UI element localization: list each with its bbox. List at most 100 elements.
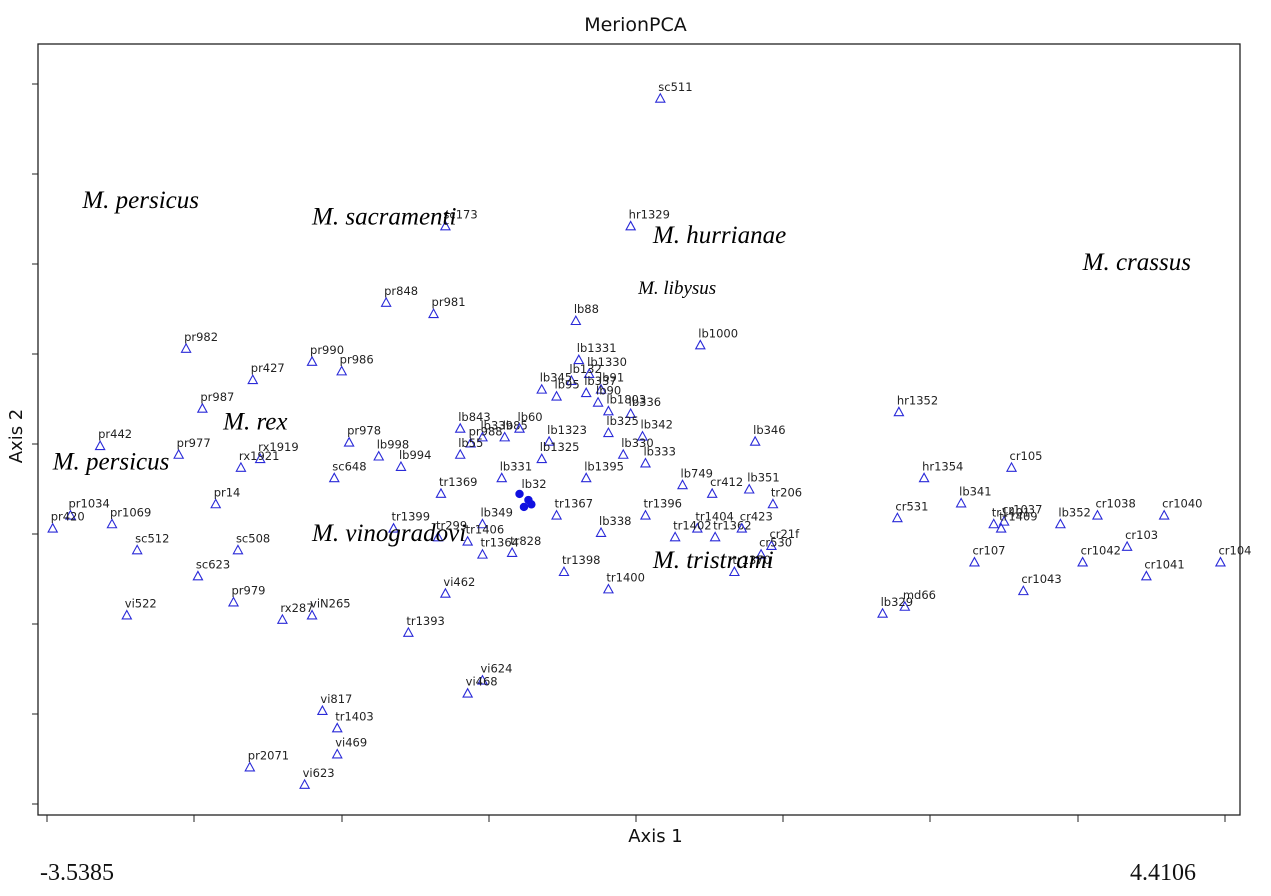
data-point-marker <box>343 436 355 447</box>
data-point-label: cr107 <box>972 544 1005 558</box>
data-point-label: tr1403 <box>335 709 374 723</box>
data-point-label: vi623 <box>303 766 335 780</box>
data-point-label: tr1406 <box>466 523 505 537</box>
data-point-marker <box>706 487 718 498</box>
data-point-marker <box>454 448 466 459</box>
data-point-marker <box>499 431 511 442</box>
data-point-label: sc508 <box>236 531 270 545</box>
data-point-label: lb1330 <box>587 355 627 369</box>
data-point-label: pr1069 <box>110 505 151 519</box>
data-point-label: lb132 <box>569 362 601 376</box>
data-point-marker <box>395 460 407 471</box>
data-point-marker <box>639 457 652 468</box>
data-point-marker <box>654 92 666 103</box>
data-point-label: pr1034 <box>68 497 109 511</box>
data-point-marker <box>380 296 392 307</box>
species-label: M. persicus <box>52 449 170 476</box>
data-point-marker <box>276 613 288 624</box>
data-point-marker <box>602 426 614 438</box>
data-point-marker <box>336 365 348 376</box>
species-label: M. rex <box>222 409 287 436</box>
data-point-label: tr1362 <box>713 518 752 532</box>
data-point-marker <box>558 565 570 577</box>
data-point-label: cr530 <box>759 536 792 550</box>
data-point-label: tr1393 <box>406 614 445 628</box>
data-point-marker <box>536 453 548 464</box>
data-point-label: cr412 <box>710 475 743 489</box>
data-point-marker <box>1121 540 1133 551</box>
data-point-marker <box>462 687 474 698</box>
data-point-marker <box>602 405 614 416</box>
data-point-marker <box>513 422 526 433</box>
data-point-label: sc648 <box>332 459 366 473</box>
data-point-marker <box>998 515 1010 526</box>
data-point-label: lb994 <box>399 448 431 462</box>
data-point-marker <box>402 626 414 637</box>
species-label: M. vinogradovi <box>311 520 466 547</box>
data-point-label: pr977 <box>177 436 211 450</box>
data-point-marker <box>1017 585 1029 596</box>
data-point-label: lb346 <box>753 423 785 437</box>
data-point-label: cr531 <box>895 499 928 513</box>
species-label: M. crassus <box>1082 249 1191 276</box>
data-point-marker <box>210 498 222 509</box>
centroid-marker <box>515 489 524 499</box>
data-point-label: sc511 <box>658 80 692 94</box>
x-axis-title: Axis 1 <box>628 826 683 847</box>
data-point-marker <box>180 342 192 353</box>
data-point-label: tr1401 <box>992 505 1031 519</box>
data-point-marker <box>331 748 343 759</box>
data-point-marker <box>736 522 748 533</box>
centroid-label: lb32 <box>522 477 547 491</box>
data-point-marker <box>476 674 488 685</box>
data-point-label: lb345 <box>540 371 572 385</box>
data-point-label: cr103 <box>1125 528 1158 542</box>
data-point-label: cr423 <box>740 510 773 524</box>
data-point-label: viN265 <box>310 597 351 611</box>
data-point-marker <box>94 440 106 451</box>
data-point-marker <box>106 518 118 529</box>
data-point-marker <box>435 487 447 498</box>
data-point-label: pr442 <box>98 427 132 441</box>
data-point-marker <box>173 448 185 459</box>
data-point-label: sc173 <box>443 207 477 221</box>
data-point-label: tr1400 <box>606 570 645 584</box>
data-point-marker <box>462 535 474 546</box>
data-point-marker <box>476 548 488 559</box>
species-label: M. persicus <box>81 187 199 214</box>
data-point-label: rx1921 <box>239 449 280 463</box>
data-point-marker <box>595 383 607 394</box>
data-point-label: vi817 <box>320 692 352 706</box>
data-point-label: rx1919 <box>258 440 299 454</box>
data-point-marker <box>891 512 903 523</box>
x-min-label: -3.5385 <box>40 860 114 886</box>
data-point-marker <box>570 314 582 326</box>
data-point-marker <box>1140 570 1152 581</box>
data-point-marker <box>728 565 740 577</box>
data-point-label: lb329 <box>881 595 913 609</box>
y-axis-title: Axis 2 <box>6 408 27 464</box>
data-point-label: pr986 <box>340 352 374 366</box>
data-point-marker <box>988 518 1000 529</box>
data-point-marker <box>536 383 548 394</box>
data-point-label: vi462 <box>443 575 475 589</box>
data-point-label: cr1043 <box>1021 572 1061 586</box>
species-label: M. libysus <box>637 278 716 299</box>
data-point-marker <box>602 583 614 594</box>
data-point-marker <box>235 461 247 472</box>
data-point-label: pr981 <box>432 295 466 309</box>
data-point-label: vi624 <box>480 662 512 676</box>
data-point-label: cr1041 <box>1144 557 1184 571</box>
data-point-label: md66 <box>903 588 936 602</box>
data-point-label: pr990 <box>310 343 344 357</box>
data-point-label: vi469 <box>335 735 367 749</box>
data-point-label: tr1409 <box>999 510 1038 524</box>
data-point-label: lb352 <box>1058 505 1090 519</box>
data-point-marker <box>196 402 208 413</box>
plot-frame <box>37 43 1241 816</box>
data-point-marker <box>694 339 706 350</box>
data-point-label: cr1038 <box>1095 497 1135 511</box>
data-point-marker <box>617 448 629 459</box>
data-point-marker <box>1091 509 1103 520</box>
data-point-label: lb1803 <box>606 392 646 406</box>
